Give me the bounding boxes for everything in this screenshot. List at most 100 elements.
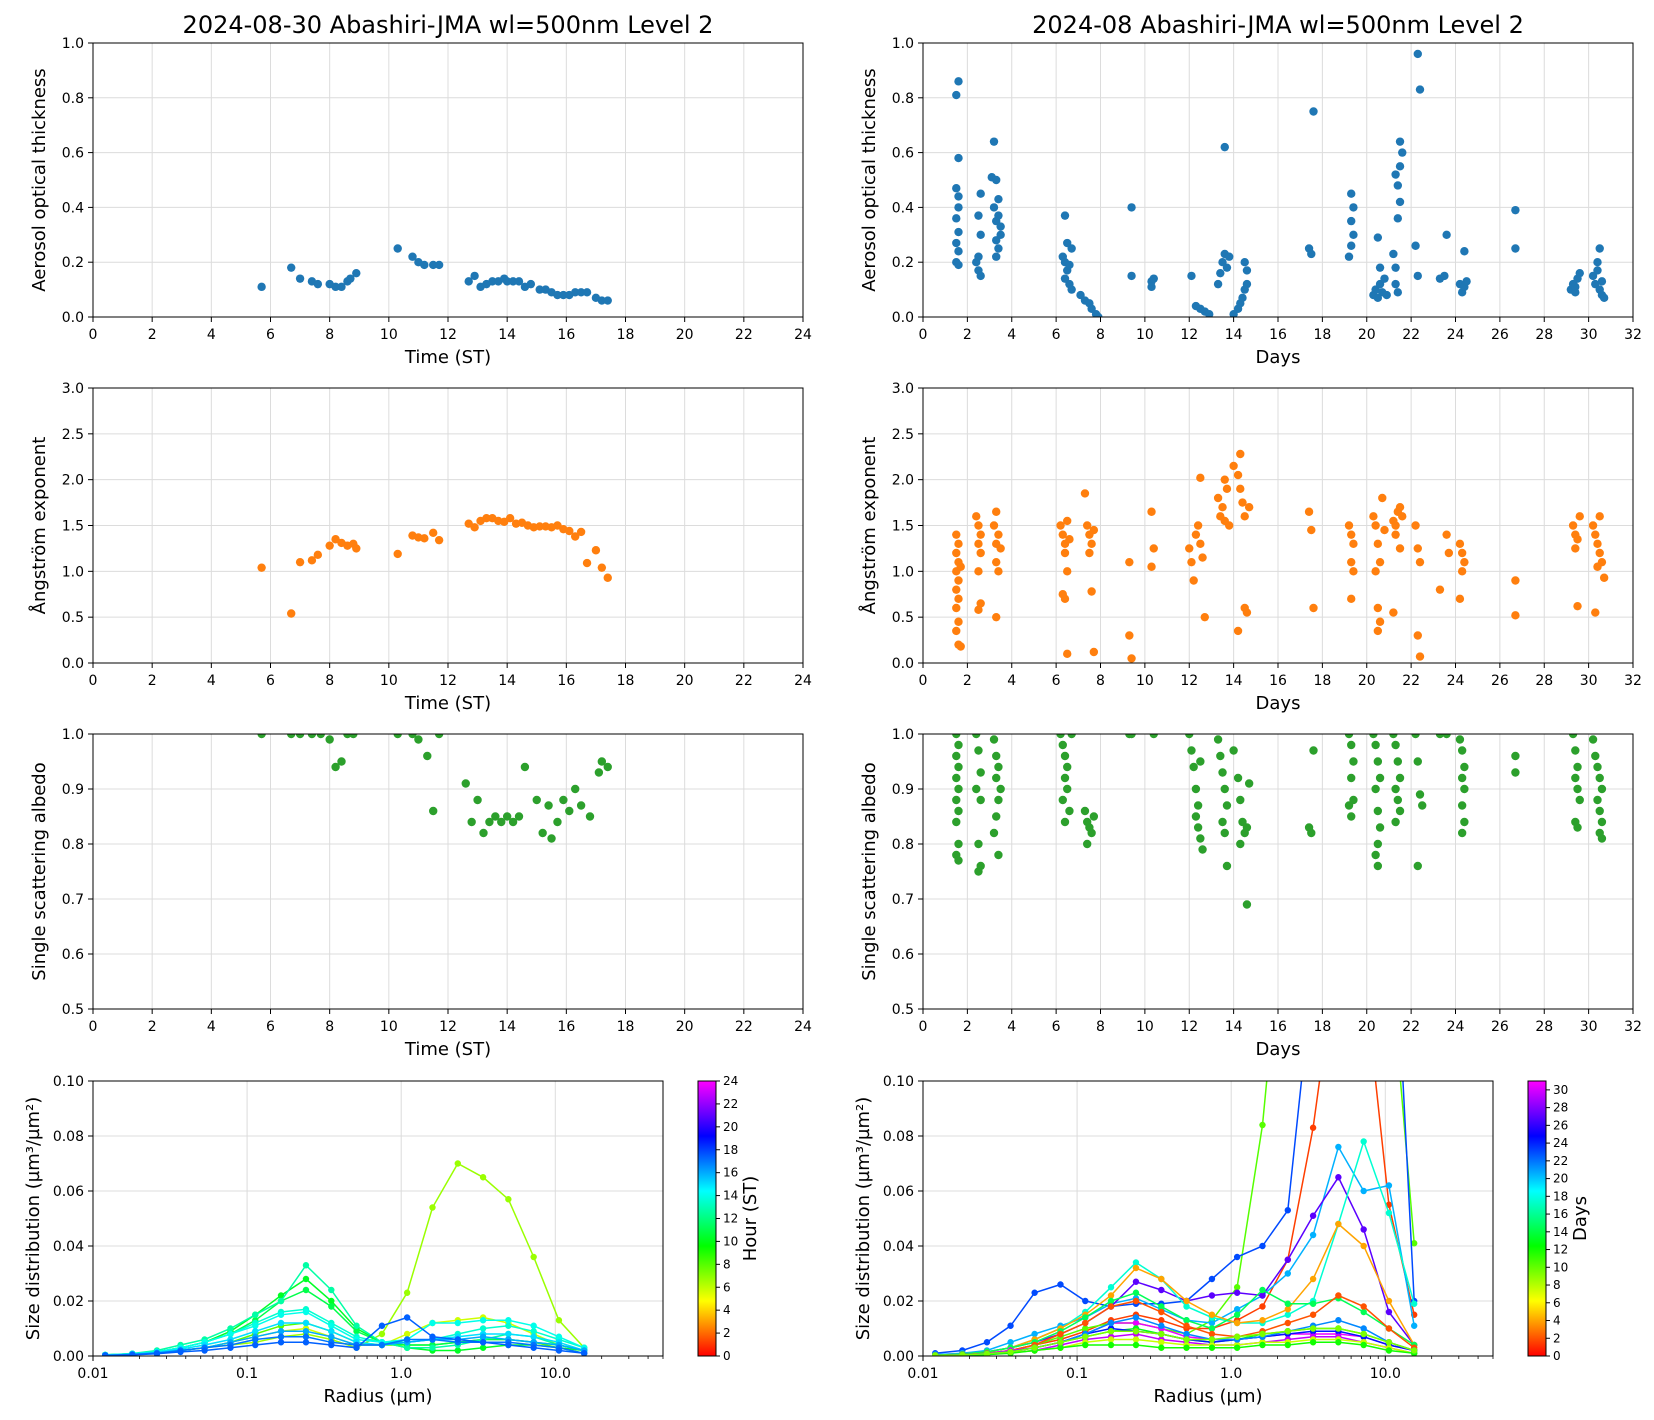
colorbar-label: Hour (ST)	[740, 1176, 761, 1262]
data-point	[1220, 475, 1229, 484]
data-point	[429, 806, 438, 816]
y-tick-label: 0.6	[892, 146, 914, 162]
data-point	[1304, 507, 1314, 516]
series-point	[1007, 1339, 1014, 1346]
colorbar-tick-label: 22	[723, 1097, 738, 1111]
data-point	[594, 768, 604, 777]
y-tick-label: 0.5	[62, 1002, 84, 1018]
data-point	[1127, 203, 1136, 212]
data-point	[1125, 631, 1134, 640]
data-point	[1511, 611, 1520, 620]
x-tick-label: 26	[1491, 673, 1509, 689]
series-point	[1132, 1289, 1140, 1296]
data-point	[1344, 252, 1354, 261]
data-point	[1236, 795, 1245, 805]
series-point	[1132, 1259, 1140, 1266]
data-point	[429, 260, 438, 270]
data-point	[1568, 734, 1578, 739]
series-point	[227, 1344, 234, 1351]
data-point	[393, 244, 402, 253]
x-tick-label: 10	[1136, 673, 1154, 689]
series-point	[1082, 1325, 1089, 1332]
data-point	[1588, 735, 1598, 744]
data-point	[257, 563, 266, 572]
y-tick-label: 1.5	[62, 519, 84, 535]
data-point	[1457, 548, 1467, 558]
data-point	[1415, 85, 1425, 94]
data-point	[1218, 768, 1227, 777]
series-line	[935, 1139, 1415, 1356]
data-point	[1244, 779, 1254, 788]
data-point	[1058, 740, 1067, 750]
data-point	[952, 214, 961, 223]
data-point	[994, 850, 1003, 860]
data-point	[974, 211, 983, 220]
data-point	[952, 626, 961, 636]
x-tick-label: 0	[919, 673, 928, 689]
data-point	[1389, 734, 1398, 739]
data-point	[414, 735, 423, 744]
x-tick-label: 0	[919, 1019, 928, 1035]
colorbar-tick-label: 4	[723, 1303, 731, 1317]
data-point	[1575, 512, 1584, 521]
series-point	[1031, 1330, 1038, 1338]
data-point	[1593, 795, 1602, 805]
data-point	[996, 230, 1005, 239]
colorbar-tick-label: 22	[1553, 1154, 1568, 1168]
data-point	[1371, 521, 1380, 530]
data-point	[1065, 535, 1074, 544]
chart-monthly_ae: 0 2 4 6 8 10 12 14 16 18 20 22 24 26 28 30 320.00.51.01.…	[858, 381, 1642, 714]
x-tick-label: 0	[919, 327, 928, 343]
data-point	[585, 812, 595, 821]
x-tick-label: 6	[266, 1019, 275, 1035]
data-point	[1063, 784, 1072, 794]
data-point	[1573, 823, 1582, 832]
series-point	[1132, 1314, 1140, 1321]
data-point	[1393, 181, 1403, 190]
data-point	[1222, 263, 1232, 272]
series-point	[1158, 1286, 1165, 1294]
series-point	[328, 1341, 335, 1349]
data-point	[1597, 817, 1607, 827]
axes-frame	[92, 1080, 664, 1357]
data-point	[1573, 784, 1582, 794]
colorbar-tick-label: 20	[723, 1120, 738, 1134]
y-tick-label: 0.7	[62, 892, 84, 908]
y-tick-label: 1.0	[62, 36, 84, 52]
data-point	[473, 795, 482, 805]
data-point	[526, 279, 536, 289]
data-point	[1307, 828, 1316, 838]
y-tick-label: 1.0	[892, 727, 914, 743]
x-tick-label: 0.1	[1066, 1366, 1088, 1382]
y-tick-label: 3.0	[892, 381, 914, 397]
series-point	[1158, 1344, 1165, 1351]
data-point	[502, 277, 512, 286]
series-point	[1007, 1322, 1014, 1329]
data-point	[976, 189, 985, 198]
data-point	[972, 734, 981, 739]
data-point	[954, 203, 963, 212]
data-point	[994, 567, 1003, 576]
series-point	[1183, 1303, 1190, 1310]
x-tick-label: 28	[1535, 1019, 1553, 1035]
y-tick-label: 1.0	[62, 727, 84, 743]
series-point	[530, 1344, 537, 1351]
series-point	[454, 1160, 462, 1167]
data-point	[1593, 258, 1602, 267]
data-point	[257, 282, 266, 292]
data-point	[597, 757, 607, 766]
data-point	[954, 784, 963, 794]
series-point	[1107, 1284, 1115, 1291]
data-point	[464, 277, 473, 286]
data-point	[1395, 197, 1405, 207]
data-point	[1060, 751, 1070, 761]
data-point	[571, 784, 580, 794]
x-tick-label: 22	[1402, 327, 1420, 343]
data-point	[1593, 562, 1602, 571]
chart-monthly_size: 0.01 0.1 1.0 10.0 0.00 0.02 0.04 0.06 0.08 0.10 Ra…	[853, 1074, 1591, 1407]
x-tick-label: 10	[1136, 327, 1154, 343]
y-tick-label: 0.2	[62, 255, 84, 271]
x-tick-label: 22	[1402, 1019, 1420, 1035]
data-point	[976, 530, 985, 539]
x-tick-label: 18	[1313, 1019, 1331, 1035]
